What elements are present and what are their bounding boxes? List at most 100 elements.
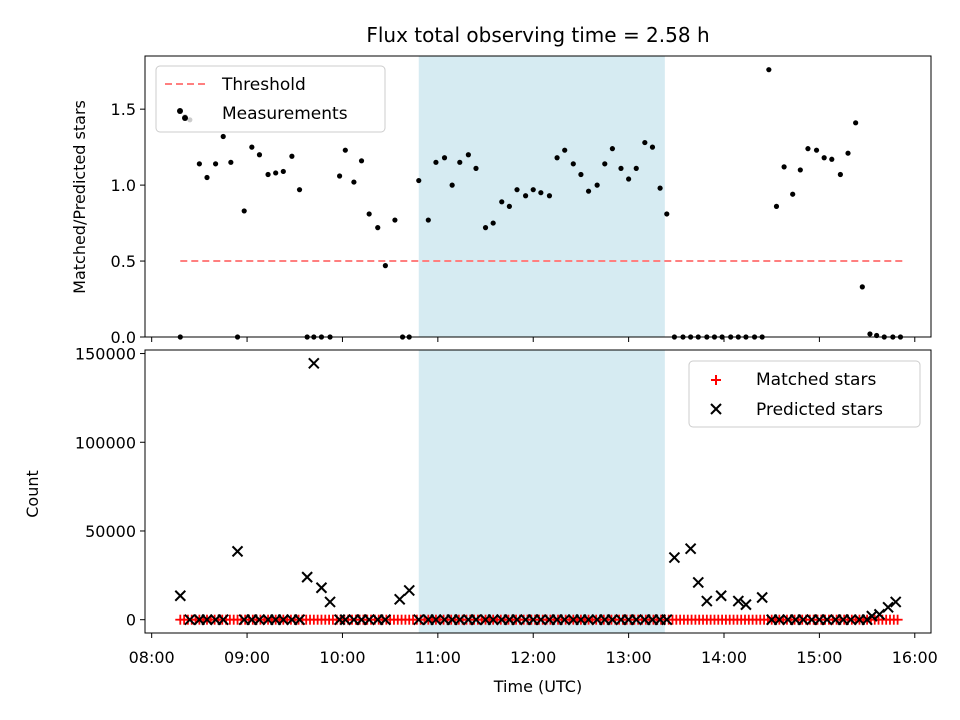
measurement-point <box>342 147 348 153</box>
bottom-xtick-label: 16:00 <box>892 648 938 667</box>
predicted-star-marker <box>692 576 704 589</box>
legend-measurements-label: Measurements <box>222 104 348 124</box>
measurement-point <box>273 170 279 176</box>
bottom-xtick-label: 14:00 <box>701 648 747 667</box>
measurement-point <box>482 225 489 231</box>
measurement-point <box>256 152 263 158</box>
predicted-star-marker <box>668 551 681 564</box>
measurement-point <box>499 199 505 205</box>
measurement-point <box>465 152 471 158</box>
measurement-point <box>241 208 247 214</box>
predicted-star-marker <box>454 613 466 626</box>
measurement-point <box>859 284 865 290</box>
predicted-star-marker <box>413 613 425 626</box>
measurement-point <box>441 155 448 161</box>
legend-predicted-label: Predicted stars <box>756 400 883 420</box>
measurement-point <box>366 211 372 217</box>
measurement-point <box>837 171 843 178</box>
predicted-star-marker <box>379 613 392 626</box>
bottom-xtick-label: 15:00 <box>796 648 842 667</box>
top-ticks: 0.0 0.5 1.0 1.5 <box>111 100 916 347</box>
top-legend: Threshold Measurements <box>155 65 386 133</box>
bottom-xtick-label: 09:00 <box>224 648 270 667</box>
bottom-xtick-label: 08:00 <box>129 648 175 667</box>
bottom-xtick-label: 13:00 <box>606 648 652 667</box>
measurement-point <box>618 165 624 171</box>
measurement-point <box>766 67 772 73</box>
measurement-point <box>530 187 536 193</box>
measurement-point <box>522 193 529 199</box>
predicted-star-marker <box>773 613 786 626</box>
measurement-point <box>457 159 463 165</box>
measurement-point <box>425 217 431 223</box>
measurement-point <box>853 120 859 126</box>
bottom-legend-frame <box>688 360 921 428</box>
predicted-star-marker <box>756 591 768 604</box>
measurement-point <box>358 158 365 164</box>
predicted-star-marker <box>797 613 809 626</box>
measurement-point <box>546 193 553 199</box>
predicted-star-marker <box>324 596 336 608</box>
measurement-point <box>867 331 873 337</box>
measurement-point <box>289 153 295 159</box>
bottom-axes-frame <box>144 349 932 634</box>
bottom-xlabel: Time (UTC) <box>493 677 582 696</box>
predicted-star-marker <box>559 613 571 626</box>
measurement-point <box>633 165 639 171</box>
measurement-point <box>594 182 600 188</box>
top-panel: 0.0 0.5 1.0 1.5 Flux total observing time =… <box>70 23 932 347</box>
bottom-legend: Matched stars Predicted stars <box>688 360 921 428</box>
top-ytick-label: 1.0 <box>111 176 136 195</box>
predicted-star-marker <box>684 543 697 555</box>
measurement-point <box>585 188 592 194</box>
legend-measurements-swatch <box>177 108 183 114</box>
top-ytick-label: 0.5 <box>111 252 136 271</box>
predicted-star-marker <box>535 613 547 626</box>
predicted-star-marker <box>231 545 244 558</box>
predicted-star-marker <box>277 613 290 626</box>
predicted-star-marker <box>511 613 523 626</box>
measurement-point <box>220 133 226 140</box>
predicted-star-marker <box>253 613 266 626</box>
measurement-point <box>609 146 616 152</box>
measurement-point <box>657 185 663 191</box>
bottom-xtick-label: 10:00 <box>319 648 365 667</box>
predicted-star-marker <box>821 613 833 626</box>
predicted-star-marker <box>430 613 442 626</box>
measurement-point <box>781 164 787 170</box>
predicted-star-marker <box>701 595 713 607</box>
predicted-star-marker <box>882 601 894 613</box>
predicted-star-marker <box>661 613 673 626</box>
measurement-point <box>642 139 648 146</box>
measurement-point <box>473 165 479 171</box>
measurement-point <box>336 173 343 179</box>
predicted-star-marker <box>582 613 595 626</box>
predicted-star-marker <box>184 613 196 626</box>
measurement-point <box>392 217 398 223</box>
bottom-shaded-interval <box>418 350 665 633</box>
predicted-star-marker <box>470 613 482 626</box>
bottom-xtick-label: 12:00 <box>510 648 556 667</box>
predicted-star-marker <box>732 595 745 607</box>
predicted-star-marker <box>845 613 857 626</box>
predicted-star-marker <box>740 598 752 611</box>
measurement-point <box>602 161 608 167</box>
legend-matched-swatch <box>711 375 721 385</box>
measurement-point <box>570 161 576 167</box>
measurement-point <box>821 155 827 161</box>
predicted-star-marker <box>487 613 499 626</box>
measurement-point <box>382 263 388 269</box>
measurement-point <box>375 225 381 231</box>
measurement-point <box>805 146 811 152</box>
measurement-point <box>204 174 210 181</box>
measurement-point <box>578 171 584 178</box>
measurement-point <box>790 191 796 197</box>
bottom-panel: 0 50000 100000 150000 08:00 09:00 10:00 11:00 12… <box>23 345 938 696</box>
measurement-point <box>538 190 544 196</box>
measurement-point <box>773 203 780 209</box>
measurement-point <box>265 171 271 178</box>
measurement-point <box>514 187 520 193</box>
legend-matched-label: Matched stars <box>756 370 876 390</box>
measurement-point <box>212 161 219 167</box>
